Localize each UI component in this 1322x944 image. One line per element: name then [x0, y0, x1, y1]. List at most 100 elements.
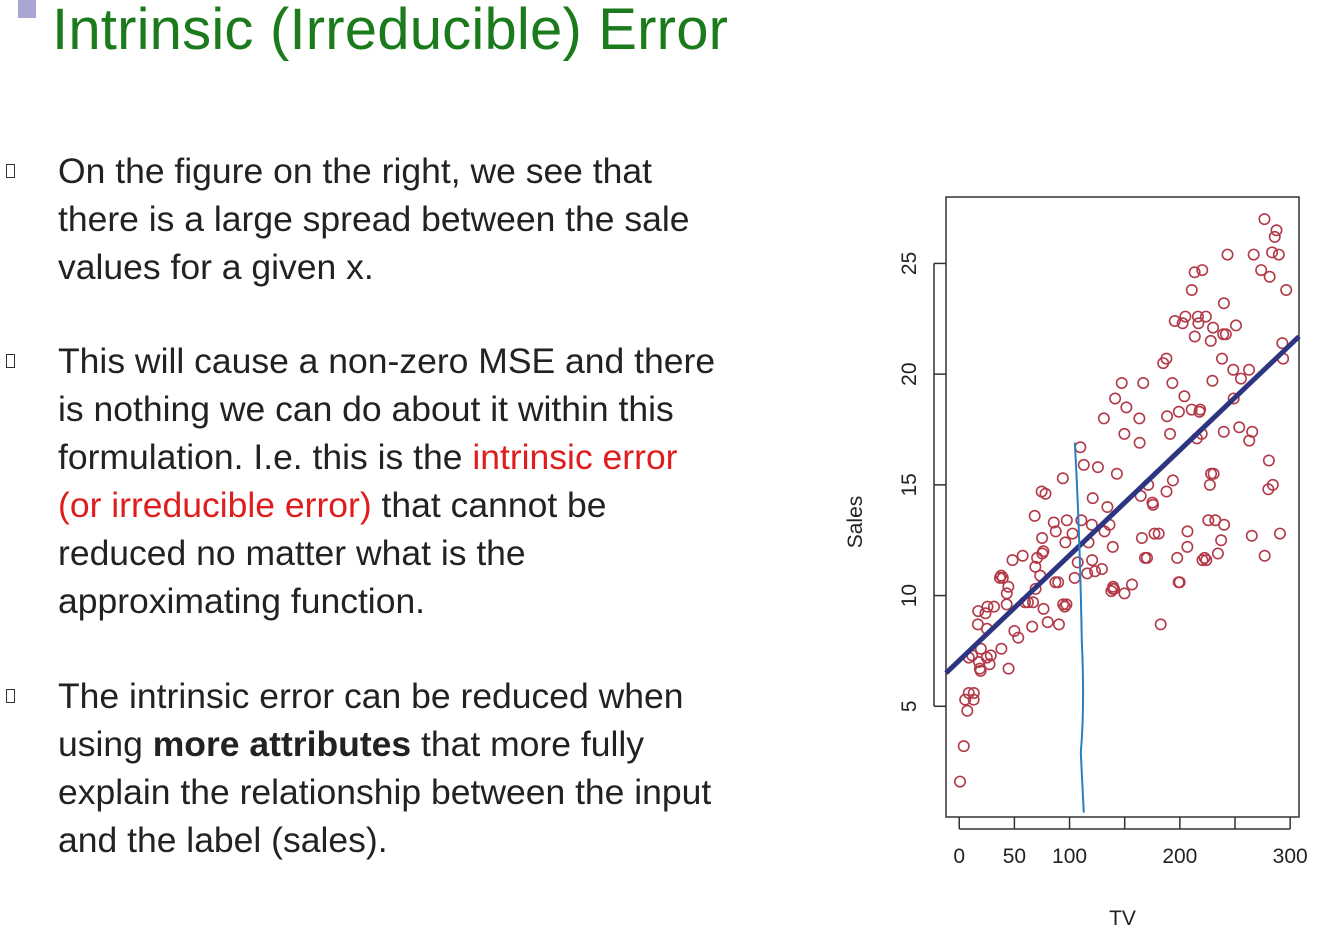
- bullet-text: values for a given x.: [58, 247, 374, 287]
- data-point: [1234, 372, 1247, 385]
- data-point: [1233, 421, 1246, 434]
- data-point: [1181, 540, 1194, 553]
- data-point: [1066, 527, 1079, 540]
- data-point: [981, 600, 994, 613]
- bullet-icon: [6, 354, 15, 368]
- bullet-text: approximating function.: [58, 581, 426, 621]
- data-point: [1230, 319, 1243, 332]
- data-point: [1185, 284, 1198, 297]
- data-point: [1089, 565, 1102, 578]
- data-point: [1047, 516, 1060, 529]
- data-point: [1115, 377, 1128, 390]
- data-point: [987, 600, 1000, 613]
- y-tick-label: 25: [898, 252, 921, 275]
- data-point: [1211, 547, 1224, 560]
- data-point: [1202, 514, 1215, 527]
- data-point: [1036, 531, 1049, 544]
- y-axis-title: Sales: [844, 496, 867, 549]
- data-point: [1206, 374, 1219, 387]
- data-point: [1095, 562, 1108, 575]
- data-point: [1218, 518, 1231, 531]
- data-point: [1216, 352, 1229, 365]
- data-point: [967, 686, 980, 699]
- data-point: [1227, 392, 1240, 405]
- data-point: [1000, 598, 1013, 611]
- data-point: [1181, 525, 1194, 538]
- data-point: [1215, 534, 1228, 547]
- bullet-text: On the figure on the right, we see that: [58, 151, 653, 191]
- data-point: [1263, 270, 1276, 283]
- data-point: [1185, 403, 1198, 416]
- data-point: [1262, 454, 1275, 467]
- data-point: [1110, 467, 1123, 480]
- data-point: [1178, 390, 1191, 403]
- data-point: [1152, 527, 1165, 540]
- data-point: [957, 740, 970, 753]
- data-point: [1016, 549, 1029, 562]
- bullet-paragraph: This will cause a non-zero MSE and there…: [58, 337, 715, 625]
- x-tick-label: 300: [1273, 845, 1308, 868]
- bullet-text: explain the relationship between the inp…: [58, 772, 712, 812]
- data-point: [1012, 631, 1025, 644]
- data-point: [1077, 458, 1090, 471]
- data-point: [1245, 529, 1258, 542]
- data-point: [1057, 598, 1070, 611]
- data-point: [1266, 246, 1279, 259]
- x-tick-label: 50: [1003, 845, 1026, 868]
- bullet-text: there is a large spread between the sale: [58, 199, 690, 239]
- data-point: [1071, 556, 1084, 569]
- data-point: [1056, 472, 1069, 485]
- data-point: [1081, 567, 1094, 580]
- data-point: [1148, 527, 1161, 540]
- data-point: [1101, 500, 1114, 513]
- spread-annotation-line: [1073, 442, 1085, 813]
- data-point: [1164, 427, 1177, 440]
- data-point: [1243, 363, 1256, 376]
- data-point: [1171, 551, 1184, 564]
- slide-corner-decoration: [18, 0, 36, 18]
- x-tick-label: 200: [1162, 845, 1197, 868]
- data-point: [1172, 405, 1185, 418]
- data-point: [1196, 554, 1209, 567]
- data-point: [1140, 551, 1153, 564]
- data-point: [1052, 618, 1065, 631]
- y-tick-label: 15: [898, 473, 921, 496]
- data-point: [1060, 598, 1073, 611]
- data-point: [1258, 549, 1271, 562]
- data-point: [1052, 576, 1065, 589]
- data-point: [1008, 624, 1021, 637]
- data-point: [1207, 321, 1220, 334]
- bullet-icon: [6, 689, 15, 703]
- data-point: [1085, 518, 1098, 531]
- bullet-paragraph: On the figure on the right, we see that t…: [58, 147, 690, 291]
- plot-frame: [945, 196, 1300, 818]
- data-point: [1029, 560, 1042, 573]
- bullet-text: using: [58, 724, 153, 764]
- data-point: [1204, 334, 1217, 347]
- emphasis-text: more attributes: [152, 724, 412, 764]
- data-point: [1135, 531, 1148, 544]
- data-point: [1068, 571, 1081, 584]
- bullet-paragraph: The intrinsic error can be reduced when u…: [58, 672, 711, 864]
- x-tick-label: 0: [953, 845, 965, 868]
- data-point: [1039, 487, 1052, 500]
- data-point: [1199, 310, 1212, 323]
- data-point: [1108, 582, 1121, 595]
- data-point: [1280, 284, 1293, 297]
- data-point: [1097, 412, 1110, 425]
- x-tick-label: 100: [1052, 845, 1087, 868]
- data-point: [974, 664, 987, 677]
- data-point: [1217, 425, 1230, 438]
- bullet-text: This will cause a non-zero MSE and there: [58, 341, 716, 381]
- data-point: [1059, 536, 1072, 549]
- data-point: [1125, 578, 1138, 591]
- data-point: [1191, 310, 1204, 323]
- data-point: [967, 693, 980, 706]
- bullet-text: is nothing we can do about it within thi…: [58, 389, 674, 429]
- data-point: [1247, 248, 1260, 261]
- data-point: [995, 642, 1008, 655]
- data-point: [1203, 478, 1216, 491]
- data-point: [1029, 582, 1042, 595]
- data-point: [984, 649, 997, 662]
- data-point: [959, 693, 972, 706]
